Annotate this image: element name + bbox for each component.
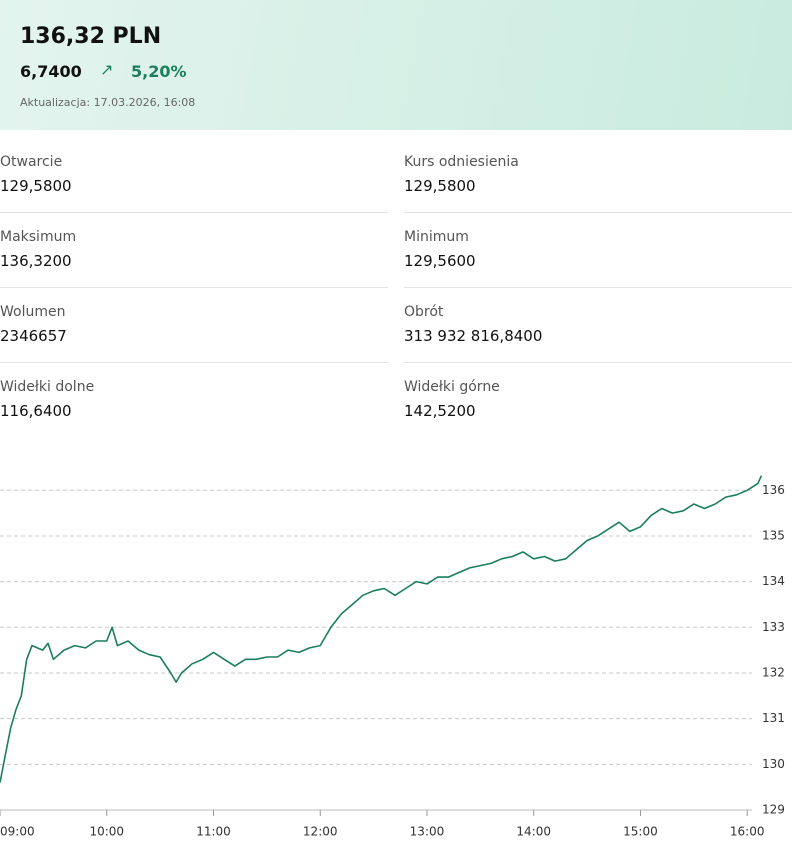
stat-value: 116,6400: [0, 402, 72, 420]
stat: Widełki dolne 116,6400: [0, 363, 388, 438]
stat-label: Otwarcie: [0, 154, 63, 170]
stat: Obrót 313 932 816,8400: [404, 288, 792, 363]
change: 6,7400: [20, 62, 82, 81]
stat-value: 129,5600: [404, 252, 476, 270]
price: 136,32 PLN: [20, 24, 162, 49]
x-tick-label: 10:00: [89, 825, 124, 839]
x-tick-label: 09:00: [0, 825, 35, 839]
y-tick-label: 131: [762, 711, 785, 725]
y-tick-label: 135: [762, 528, 785, 542]
stat-value: 129,5800: [0, 177, 72, 195]
stat-label: Widełki górne: [404, 379, 500, 395]
stat: Kurs odniesienia 129,5800: [404, 138, 792, 213]
y-tick-label: 133: [762, 620, 785, 634]
separator: [0, 362, 388, 363]
x-tick-label: 16:00: [730, 825, 765, 839]
separator: [404, 362, 792, 363]
stat-value: 142,5200: [404, 402, 476, 420]
y-tick-label: 129: [762, 803, 785, 817]
y-tick-label: 136: [762, 483, 785, 497]
x-tick-label: 14:00: [516, 825, 551, 839]
x-tick-label: 12:00: [303, 825, 338, 839]
separator: [404, 287, 792, 288]
x-tick-label: 11:00: [196, 825, 231, 839]
stat-label: Widełki dolne: [0, 379, 95, 395]
stat-value: 313 932 816,8400: [404, 327, 543, 345]
stat-label: Wolumen: [0, 304, 66, 320]
stat-label: Minimum: [404, 229, 469, 245]
x-tick-label: 13:00: [410, 825, 445, 839]
stat-value: 136,3200: [0, 252, 72, 270]
updated: Aktualizacja: 17.03.2026, 16:08: [20, 96, 196, 109]
stat-value: 2346657: [0, 327, 67, 345]
separator: [0, 287, 388, 288]
stat-value: 129,5800: [404, 177, 476, 195]
chart: 129 130 131 132 133 134 135 136 09:00 10:00 11:00 1…: [0, 475, 785, 839]
y-tick-label: 132: [762, 665, 785, 679]
stat: Otwarcie 129,5800: [0, 138, 388, 213]
stat: Wolumen 2346657: [0, 288, 388, 363]
stat: Maksimum 136,3200: [0, 213, 388, 288]
price-line: [0, 475, 763, 783]
separator: [404, 212, 792, 213]
y-tick-label: 134: [762, 574, 785, 588]
separator: [0, 212, 388, 213]
x-tick-label: 15:00: [623, 825, 658, 839]
stat-label: Kurs odniesienia: [404, 154, 519, 170]
stat-label: Maksimum: [0, 229, 77, 245]
change-pct: 5,20%: [131, 62, 187, 81]
stat: Minimum 129,5600: [404, 213, 792, 288]
quote-header: 136,32 PLN 6,7400 ↗ 5,20% Aktualizacja: …: [0, 0, 792, 130]
up-arrow: ↗: [100, 60, 114, 79]
y-tick-label: 130: [762, 757, 785, 771]
stat: Widełki górne 142,5200: [404, 363, 792, 438]
stat-label: Obrót: [404, 304, 444, 320]
